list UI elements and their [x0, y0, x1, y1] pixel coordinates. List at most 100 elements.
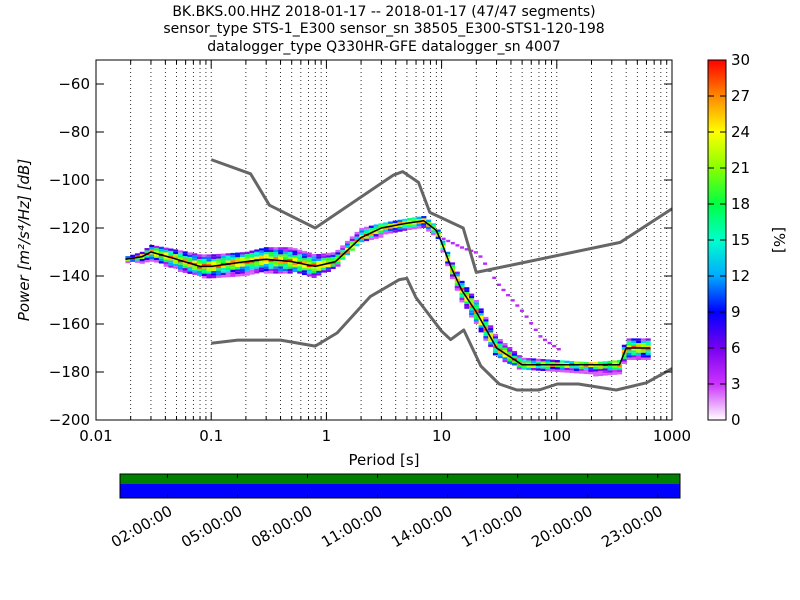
density-cell	[359, 232, 365, 236]
density-cell	[507, 351, 513, 355]
density-cell	[554, 367, 561, 370]
density-cell	[216, 256, 222, 259]
density-cell	[287, 259, 293, 262]
density-cell	[297, 264, 303, 267]
density-cell	[144, 257, 150, 261]
density-cell	[201, 276, 207, 279]
density-cell	[569, 365, 575, 369]
density-cell	[182, 270, 188, 273]
density-cell	[282, 254, 288, 257]
density-cell	[311, 258, 317, 262]
density-cell	[507, 347, 513, 350]
density-cell	[502, 359, 508, 363]
density-cell	[430, 225, 436, 229]
density-cell	[278, 247, 284, 250]
density-cell	[273, 266, 279, 269]
density-cell	[359, 237, 365, 240]
density-cell	[492, 352, 499, 356]
colorbar-tick-label: 21	[731, 159, 750, 177]
density-cell	[550, 362, 556, 365]
density-cell	[225, 260, 231, 263]
density-cell	[259, 255, 265, 258]
density-cell	[297, 268, 303, 272]
density-cell	[507, 354, 513, 357]
density-cell	[626, 345, 632, 348]
density-cell	[564, 360, 570, 364]
density-cell	[268, 266, 274, 269]
density-cell	[306, 257, 312, 260]
density-cell	[617, 360, 623, 363]
density-cell	[230, 260, 236, 263]
density-cell	[473, 304, 479, 308]
density-cell	[631, 338, 637, 341]
density-cell	[211, 273, 217, 276]
density-cell	[149, 249, 155, 253]
density-cell	[464, 299, 470, 302]
density-cell	[192, 270, 198, 273]
density-cell	[297, 259, 303, 262]
outlier-cell	[506, 293, 511, 297]
density-cell	[464, 304, 470, 307]
density-cell	[469, 312, 475, 316]
density-cell	[144, 255, 150, 258]
density-cell	[483, 331, 489, 334]
density-cell	[263, 256, 269, 260]
density-cell	[177, 257, 183, 260]
density-cell	[168, 258, 174, 261]
density-cell	[311, 268, 317, 271]
density-cell	[134, 253, 141, 256]
density-cell	[268, 271, 274, 274]
density-cell	[359, 227, 365, 231]
density-cell	[483, 324, 489, 327]
density-cell	[263, 261, 269, 264]
density-cell	[402, 228, 408, 231]
density-cell	[154, 257, 160, 261]
density-cell	[516, 367, 522, 370]
density-cell	[430, 230, 436, 233]
density-cell	[254, 256, 260, 260]
density-cell	[531, 360, 537, 364]
density-cell	[373, 234, 379, 237]
density-cell	[617, 364, 623, 368]
density-cell	[373, 231, 379, 235]
density-cell	[182, 268, 188, 271]
density-cell	[512, 353, 518, 356]
density-cell	[173, 259, 179, 262]
density-cell	[502, 347, 508, 351]
density-cell	[397, 226, 403, 230]
density-cell	[440, 247, 446, 251]
density-cell	[325, 257, 331, 261]
density-cell	[282, 266, 288, 269]
outlier-cell	[529, 322, 534, 325]
density-cell	[177, 255, 183, 258]
density-cell	[154, 250, 160, 254]
density-cell	[483, 316, 489, 320]
density-cell	[583, 362, 589, 365]
density-cell	[449, 264, 456, 268]
density-cell	[550, 359, 556, 363]
density-cell	[211, 254, 217, 257]
density-cell	[473, 319, 479, 322]
density-cell	[473, 307, 479, 310]
colorbar-tick-label: 3	[731, 375, 741, 393]
density-cell	[321, 260, 327, 264]
outlier-cell	[533, 328, 538, 331]
density-cell	[640, 345, 646, 348]
density-cell	[330, 252, 336, 255]
density-cell	[507, 359, 513, 362]
density-cell	[574, 361, 580, 364]
density-cell	[249, 269, 255, 273]
density-cell	[554, 362, 561, 365]
density-cell	[607, 360, 613, 364]
density-cell	[192, 258, 198, 261]
density-cell	[225, 267, 231, 271]
density-cell	[602, 373, 608, 376]
y-tick-label: −80	[58, 123, 90, 141]
density-cell	[149, 259, 155, 262]
density-cell	[593, 362, 599, 365]
density-cell	[359, 235, 365, 238]
density-cell	[330, 264, 336, 267]
density-cell	[187, 259, 193, 262]
density-cell	[430, 232, 436, 236]
density-cell	[449, 267, 456, 270]
